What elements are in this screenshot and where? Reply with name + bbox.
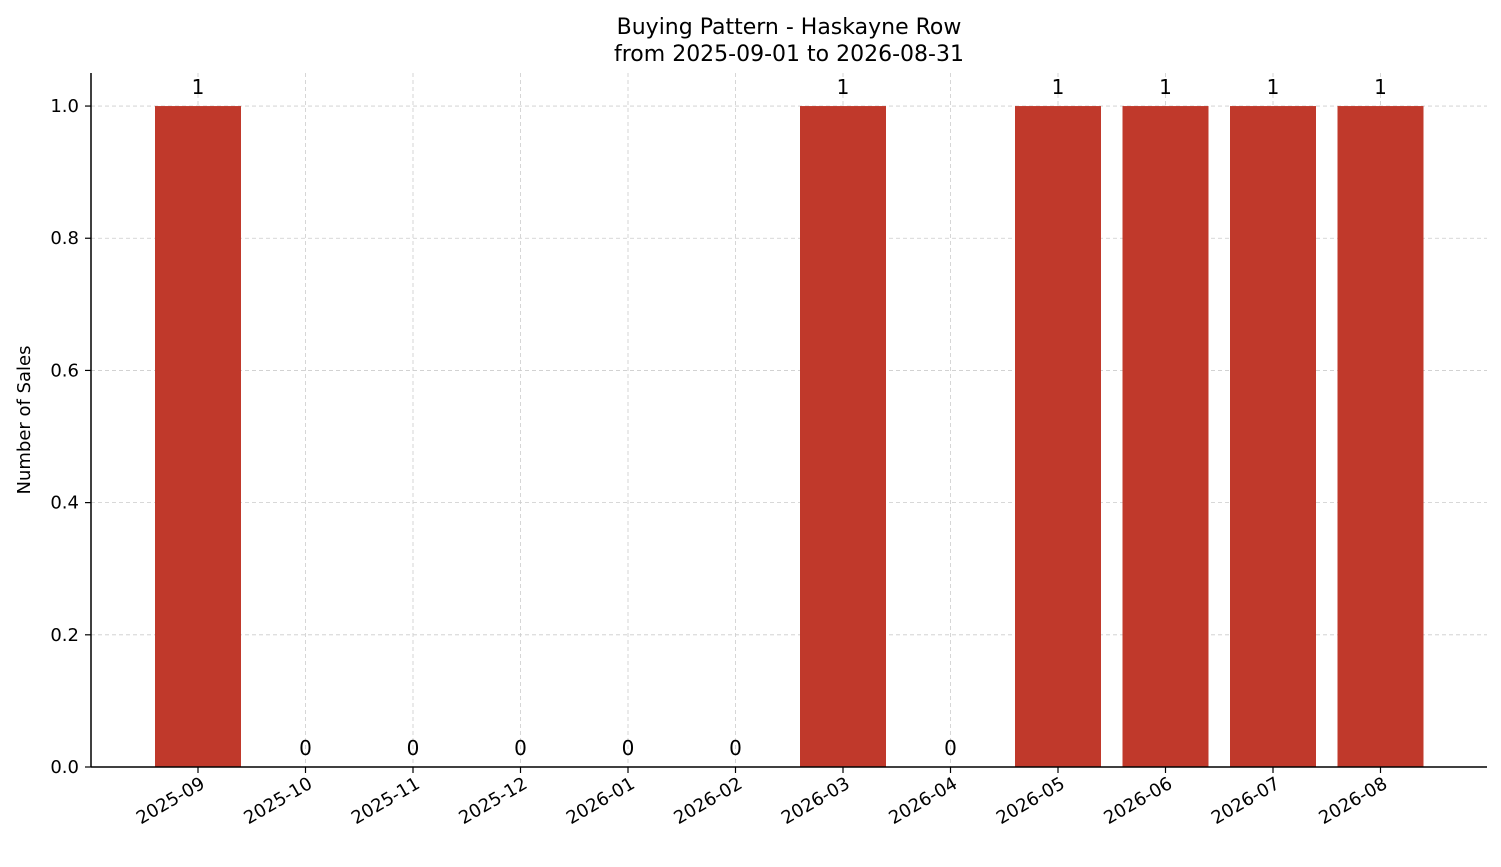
y-tick-label: 0.6 (50, 360, 79, 381)
bar-value-label: 0 (407, 736, 420, 760)
bar-value-label: 0 (514, 736, 527, 760)
y-tick-label: 0.4 (50, 493, 79, 514)
bar-value-label: 1 (1374, 75, 1387, 99)
bar-value-label: 1 (192, 75, 205, 99)
y-tick-label: 1.0 (50, 96, 79, 117)
y-axis-label: Number of Sales (14, 345, 35, 494)
x-tick-label: 2026-08 (1315, 773, 1391, 829)
chart-subtitle: from 2025-09-01 to 2026-08-31 (614, 42, 964, 67)
bar-value-label: 0 (944, 736, 957, 760)
bar (1337, 106, 1424, 768)
bar-value-label: 0 (622, 736, 635, 760)
x-tick-label: 2025-09 (133, 773, 209, 829)
x-tick-label: 2025-10 (240, 773, 316, 829)
x-tick-label: 2026-03 (778, 773, 854, 829)
bar-value-label: 0 (299, 736, 312, 760)
x-tick-label: 2026-06 (1100, 773, 1176, 829)
data-labels: 1 0 0 0 0 0 1 0 1 1 1 1 (192, 75, 1387, 760)
x-tick-label: 2026-05 (993, 773, 1069, 829)
y-tick-label: 0.2 (50, 625, 79, 646)
y-tick-label: 0.8 (50, 228, 79, 249)
x-tick-label: 2025-12 (455, 773, 531, 829)
bar-value-label: 0 (729, 736, 742, 760)
chart-title: Buying Pattern - Haskayne Row (617, 15, 962, 40)
bar-value-label: 1 (837, 75, 850, 99)
x-tick-label: 2025-11 (348, 773, 424, 829)
x-tick-label: 2026-04 (885, 773, 961, 829)
bar-value-label: 1 (1052, 75, 1065, 99)
bar (800, 106, 886, 768)
bars (155, 106, 1424, 768)
x-tick-label: 2026-01 (563, 773, 639, 829)
x-tick-label: 2026-07 (1208, 773, 1284, 829)
bar (155, 106, 241, 768)
bar-value-label: 1 (1159, 75, 1172, 99)
bar (1122, 106, 1209, 768)
axes (90, 73, 1487, 768)
bar (1230, 106, 1316, 768)
y-tick-label: 0.0 (50, 757, 79, 778)
bar (1015, 106, 1101, 768)
x-tick-label: 2026-02 (670, 773, 746, 829)
bar-value-label: 1 (1267, 75, 1280, 99)
